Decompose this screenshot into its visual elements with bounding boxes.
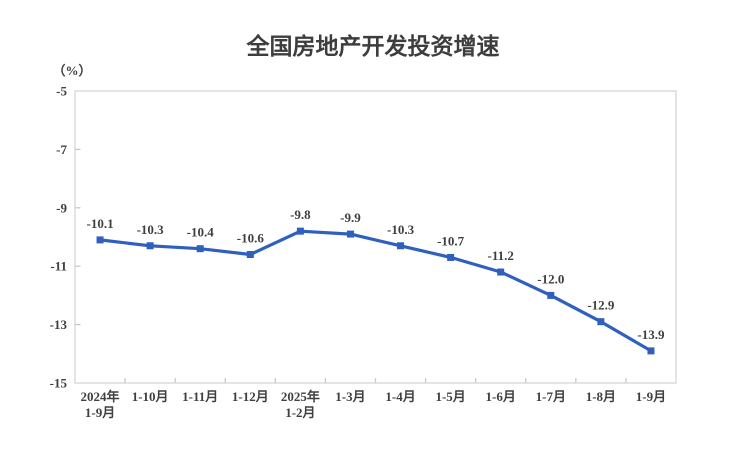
data-point-label: -10.3 [387,222,415,237]
data-point-label: -11.2 [488,248,514,263]
x-axis-category-label: 1-5月 [435,389,465,404]
y-axis-unit-label: （%） [52,63,91,78]
data-point-marker [497,268,505,276]
x-axis-category-label: 1-4月 [385,389,415,404]
x-axis-category-label: 1-12月 [232,389,269,404]
data-point-marker [597,318,605,326]
data-point-label: -12.9 [587,298,615,313]
chart-dynamic-layer: -5 -7 -9 -11 -13 -15 2024年 1-9月 1-10月 1-11月 1-12月 2… [50,84,666,421]
data-point-marker [547,291,555,299]
y-axis-tick-label: -7 [56,142,67,157]
data-point-label: -10.1 [86,216,113,231]
data-point-marker [447,253,455,261]
x-axis-category-label: 2025年 1-2月 [281,389,320,420]
y-axis-tick-label: -13 [50,317,68,332]
y-axis-tick-label: -15 [50,376,68,391]
plot-area-border [74,90,677,384]
x-axis-category-label: 1-3月 [335,389,365,404]
data-point-label: -9.9 [340,210,361,225]
y-axis-tick-label: -5 [56,84,67,99]
x-axis-category-label: 1-9月 [636,389,666,404]
x-axis-category-label: 2024年 1-9月 [81,389,120,420]
data-point-marker [647,347,655,355]
chart-title: 全国房地产开发投资增速 [246,33,500,59]
data-point-marker [196,245,204,253]
data-point-marker [397,242,405,250]
x-axis-category-label: 1-7月 [536,389,566,404]
data-point-marker [96,236,104,244]
data-point-label: -13.9 [637,327,665,342]
data-point-marker [296,227,304,235]
data-point-label: -10.3 [137,222,165,237]
data-point-marker [146,242,154,250]
data-point-marker [246,251,254,259]
x-axis-category-label: 1-6月 [486,389,516,404]
data-point-label: -10.7 [437,233,465,248]
x-axis-category-label: 1-8月 [586,389,616,404]
data-point-label: -10.6 [237,231,265,246]
y-axis-tick-label: -9 [56,200,67,215]
data-point-label: -12.0 [537,271,564,286]
data-point-marker [346,230,354,238]
x-axis-category-label: 1-10月 [132,389,169,404]
y-axis-tick-label: -11 [50,259,67,274]
data-point-label: -9.8 [290,207,311,222]
x-axis-category-label: 1-11月 [182,389,218,404]
growth-rate-line [98,229,653,353]
data-point-label: -10.4 [187,225,215,240]
